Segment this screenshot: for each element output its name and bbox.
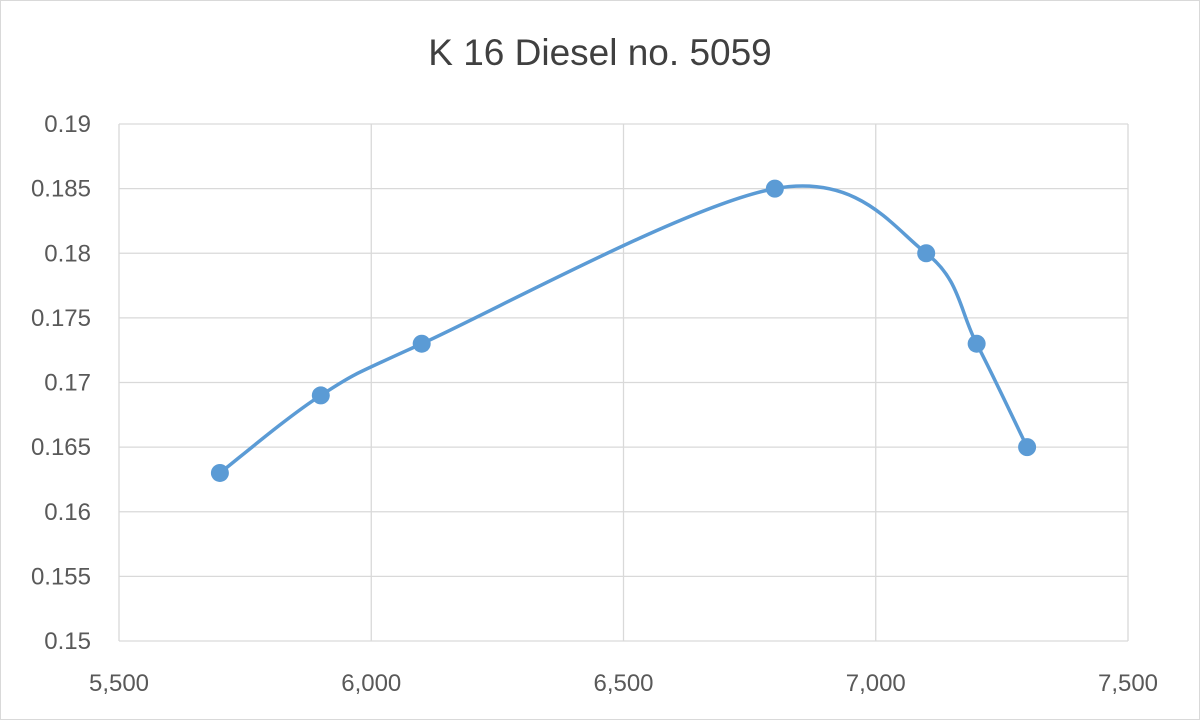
y-tick-label: 0.175 bbox=[31, 305, 91, 332]
y-tick-label: 0.155 bbox=[31, 563, 91, 590]
y-tick-label: 0.165 bbox=[31, 434, 91, 461]
chart-title: K 16 Diesel no. 5059 bbox=[428, 32, 772, 73]
x-tick-label: 7,000 bbox=[846, 670, 906, 697]
y-tick-label: 0.15 bbox=[44, 628, 91, 655]
data-point bbox=[311, 386, 330, 405]
x-tick-labels: 5,500 6,000 6,500 7,000 7,500 bbox=[89, 670, 1158, 697]
y-tick-label: 0.16 bbox=[44, 499, 91, 526]
x-tick-label: 6,500 bbox=[593, 670, 653, 697]
y-tick-label: 0.185 bbox=[31, 176, 91, 203]
data-point bbox=[917, 244, 936, 263]
y-tick-labels: 0.15 0.155 0.16 0.165 0.17 0.175 0.18 0.185 0.19 bbox=[31, 111, 91, 655]
data-point bbox=[412, 334, 431, 353]
y-tick-label: 0.17 bbox=[44, 370, 91, 397]
data-point bbox=[1018, 438, 1037, 457]
x-tick-label: 5,500 bbox=[89, 670, 149, 697]
x-tick-label: 6,000 bbox=[341, 670, 401, 697]
x-tick-label: 7,500 bbox=[1098, 670, 1158, 697]
series-points bbox=[210, 179, 1037, 482]
data-point bbox=[967, 334, 986, 353]
gridlines bbox=[118, 123, 1129, 642]
data-point bbox=[210, 463, 229, 482]
y-tick-label: 0.18 bbox=[44, 240, 91, 267]
data-point bbox=[765, 179, 784, 198]
y-tick-label: 0.19 bbox=[44, 111, 91, 138]
